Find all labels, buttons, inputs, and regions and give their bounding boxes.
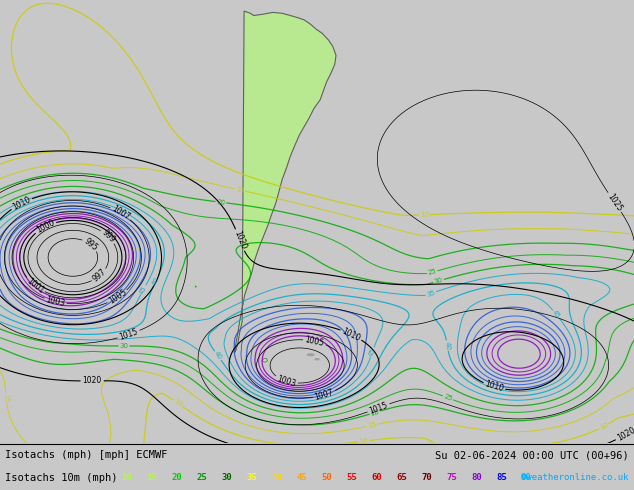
Text: 20: 20	[216, 199, 226, 206]
Text: 65: 65	[396, 473, 407, 482]
Text: 15: 15	[367, 421, 377, 429]
Text: ©weatheronline.co.uk: ©weatheronline.co.uk	[521, 473, 629, 482]
Ellipse shape	[315, 359, 319, 360]
Ellipse shape	[307, 354, 314, 356]
Text: 85: 85	[496, 473, 507, 482]
Text: 20: 20	[370, 409, 380, 416]
Text: 40: 40	[444, 341, 451, 350]
Text: 40: 40	[271, 473, 282, 482]
Text: 1010: 1010	[11, 195, 32, 212]
Text: 1000: 1000	[35, 218, 56, 235]
Text: 1003: 1003	[45, 295, 66, 308]
Text: 1025: 1025	[605, 192, 624, 213]
Text: 70: 70	[421, 473, 432, 482]
Text: 45: 45	[551, 309, 561, 320]
Text: 1020: 1020	[82, 376, 102, 386]
Text: 35: 35	[246, 473, 257, 482]
Text: 30: 30	[119, 343, 129, 349]
Text: 35: 35	[425, 289, 436, 297]
Polygon shape	[235, 11, 336, 352]
Text: 1010: 1010	[340, 326, 362, 343]
Text: 15: 15	[3, 393, 10, 403]
Text: 80: 80	[471, 473, 482, 482]
Text: 1015: 1015	[368, 400, 389, 416]
Text: 45: 45	[368, 347, 377, 357]
Text: 995: 995	[82, 236, 99, 252]
Text: Su 02-06-2024 00:00 UTC (00+96): Su 02-06-2024 00:00 UTC (00+96)	[435, 450, 629, 460]
Text: 55: 55	[346, 473, 357, 482]
Text: 45: 45	[139, 285, 148, 295]
Text: 15: 15	[235, 186, 245, 194]
Text: 75: 75	[446, 473, 456, 482]
Text: 60: 60	[371, 473, 382, 482]
Text: 10: 10	[420, 212, 429, 218]
Text: 30: 30	[434, 277, 444, 285]
Text: 1001: 1001	[25, 276, 45, 295]
Text: 40: 40	[152, 276, 160, 287]
Text: 25: 25	[443, 393, 453, 402]
Text: 90: 90	[521, 473, 531, 482]
Text: 10: 10	[598, 421, 609, 431]
Text: Isotachs 10m (mph): Isotachs 10m (mph)	[5, 473, 117, 483]
Text: 10: 10	[172, 398, 183, 408]
Text: 1005: 1005	[107, 288, 128, 306]
Text: 25: 25	[197, 473, 207, 482]
Text: 50: 50	[321, 473, 332, 482]
Text: Isotachs (mph) [mph] ECMWF: Isotachs (mph) [mph] ECMWF	[5, 450, 167, 460]
Text: 1007: 1007	[110, 204, 131, 222]
Text: 10: 10	[359, 438, 369, 445]
Text: 1003: 1003	[276, 374, 297, 389]
Text: 1020: 1020	[616, 426, 634, 443]
Text: 999: 999	[100, 228, 117, 245]
Text: 1015: 1015	[118, 327, 139, 342]
Text: 1007: 1007	[314, 388, 335, 402]
Text: 1020: 1020	[232, 229, 248, 251]
Text: 997: 997	[91, 268, 108, 284]
Text: 45: 45	[296, 473, 307, 482]
Text: 40: 40	[213, 350, 223, 361]
Text: 25: 25	[427, 268, 437, 276]
Text: 1010: 1010	[484, 380, 505, 394]
Polygon shape	[262, 358, 268, 362]
Text: 20: 20	[171, 473, 182, 482]
Text: 30: 30	[221, 473, 232, 482]
Text: 15: 15	[146, 473, 157, 482]
Text: 10: 10	[122, 473, 132, 482]
Text: 1005: 1005	[304, 335, 325, 348]
